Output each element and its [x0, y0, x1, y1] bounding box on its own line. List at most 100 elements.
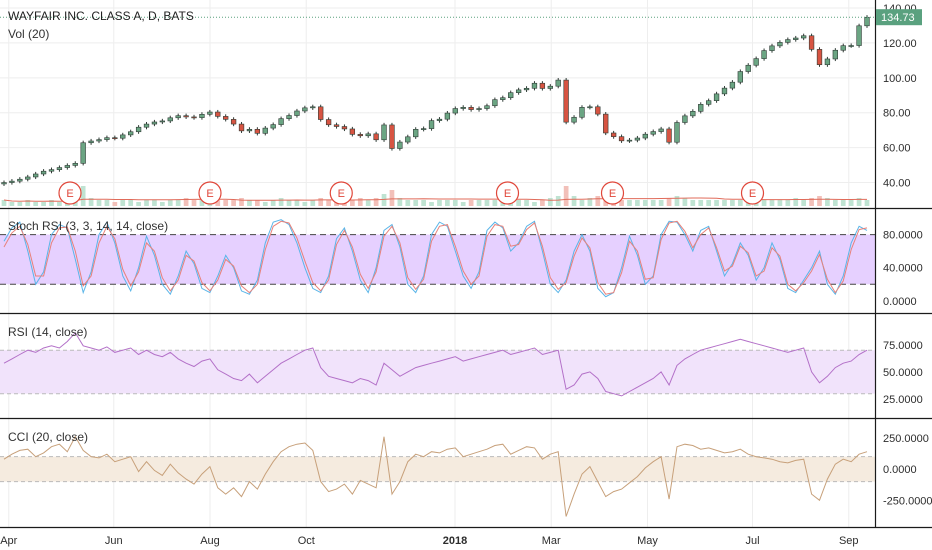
price-candle[interactable] [603, 112, 609, 136]
price-candle[interactable] [318, 104, 324, 122]
price-candle[interactable] [104, 135, 110, 142]
price-candle[interactable] [808, 33, 815, 52]
price-candle[interactable] [587, 104, 593, 110]
price-candle[interactable] [515, 87, 522, 95]
price-candle[interactable] [151, 119, 158, 127]
price-candle[interactable] [40, 169, 47, 177]
price-candle[interactable] [666, 126, 672, 145]
price-candle[interactable] [389, 122, 395, 151]
price-candle[interactable] [484, 103, 490, 111]
price-candle[interactable] [96, 137, 102, 144]
price-candle[interactable] [682, 113, 688, 125]
indicator-layer[interactable] [3, 219, 868, 517]
price-candle[interactable] [705, 98, 712, 107]
price-candle[interactable] [128, 129, 134, 137]
price-candle[interactable] [523, 86, 530, 92]
price-candle[interactable] [460, 105, 466, 111]
price-candle[interactable] [816, 47, 823, 67]
price-candle[interactable] [595, 104, 601, 117]
stoch-rsi-line-d[interactable] [3, 220, 868, 295]
price-candle[interactable] [468, 105, 474, 112]
price-candle[interactable] [215, 109, 221, 119]
price-candle[interactable] [492, 97, 498, 108]
price-candle[interactable] [238, 121, 245, 133]
price-candle[interactable] [191, 114, 197, 120]
price-candle[interactable] [555, 77, 561, 89]
price-candle[interactable] [17, 177, 23, 184]
price-candle[interactable] [1, 180, 7, 187]
price-candle[interactable] [436, 117, 443, 123]
price-candle[interactable] [183, 113, 189, 120]
price-candle[interactable] [357, 132, 363, 138]
price-candle[interactable] [642, 132, 648, 141]
price-candle[interactable] [112, 135, 118, 141]
price-candle[interactable] [563, 77, 569, 125]
earnings-marker[interactable]: E [600, 181, 625, 205]
price-candle[interactable] [634, 135, 641, 143]
price-candle[interactable] [413, 127, 419, 139]
price-candle[interactable] [72, 161, 78, 168]
price-candle[interactable] [547, 84, 553, 91]
price-candle[interactable] [373, 131, 379, 142]
price-candle[interactable] [33, 171, 39, 180]
price-candle[interactable] [333, 122, 340, 129]
price-candle[interactable] [745, 63, 751, 74]
price-candle[interactable] [9, 179, 15, 185]
price-candle[interactable] [159, 118, 166, 125]
price-candle[interactable] [230, 117, 237, 127]
price-candle[interactable] [207, 109, 213, 117]
price-candle[interactable] [658, 126, 664, 134]
price-candle[interactable] [713, 91, 720, 103]
price-candle[interactable] [508, 90, 514, 100]
price-candle[interactable] [349, 126, 356, 137]
price-candle[interactable] [444, 110, 451, 122]
price-candle[interactable] [405, 134, 411, 145]
price-candle[interactable] [143, 121, 150, 130]
earnings-marker[interactable]: E [329, 181, 353, 205]
price-candle[interactable] [832, 48, 838, 62]
price-candle[interactable] [254, 127, 261, 136]
price-candle[interactable] [769, 43, 775, 53]
price-candle[interactable] [840, 43, 846, 53]
price-candle[interactable] [223, 114, 229, 122]
price-candle[interactable] [476, 106, 482, 112]
price-candle[interactable] [650, 129, 656, 137]
price-candle[interactable] [690, 109, 696, 118]
price-candle[interactable] [135, 125, 142, 134]
price-candle[interactable] [500, 95, 506, 102]
price-candle[interactable] [698, 102, 704, 114]
price-candle[interactable] [80, 140, 86, 166]
price-candle[interactable] [175, 113, 181, 120]
price-candle[interactable] [294, 108, 300, 118]
rsi-line-rsi[interactable] [3, 331, 868, 397]
price-candle[interactable] [626, 138, 633, 143]
price-candle[interactable] [325, 117, 332, 127]
price-candle[interactable] [618, 134, 625, 143]
price-candle[interactable] [777, 40, 783, 48]
price-candle[interactable] [531, 81, 538, 91]
price-candle[interactable] [88, 138, 94, 145]
price-candle[interactable] [721, 86, 728, 96]
price-candle[interactable] [167, 115, 173, 124]
price-candle[interactable] [365, 131, 371, 138]
price-candle[interactable] [64, 163, 70, 170]
price-candle[interactable] [341, 124, 348, 132]
price-candle[interactable] [539, 81, 546, 91]
price-candle[interactable] [302, 105, 308, 114]
price-candle[interactable] [246, 127, 253, 133]
price-candle[interactable] [48, 167, 55, 174]
price-candle[interactable] [286, 113, 292, 121]
price-candle[interactable] [428, 118, 435, 131]
price-candle[interactable] [610, 130, 617, 139]
price-candle[interactable] [761, 48, 767, 61]
cci-line-cci[interactable] [3, 435, 868, 517]
price-candle[interactable] [729, 80, 736, 91]
price-candle[interactable] [753, 56, 759, 68]
earnings-marker[interactable]: E [495, 181, 520, 205]
price-candle[interactable] [452, 106, 458, 116]
price-candle[interactable] [262, 125, 268, 136]
price-candle[interactable] [579, 105, 585, 120]
price-candle[interactable] [793, 35, 799, 42]
